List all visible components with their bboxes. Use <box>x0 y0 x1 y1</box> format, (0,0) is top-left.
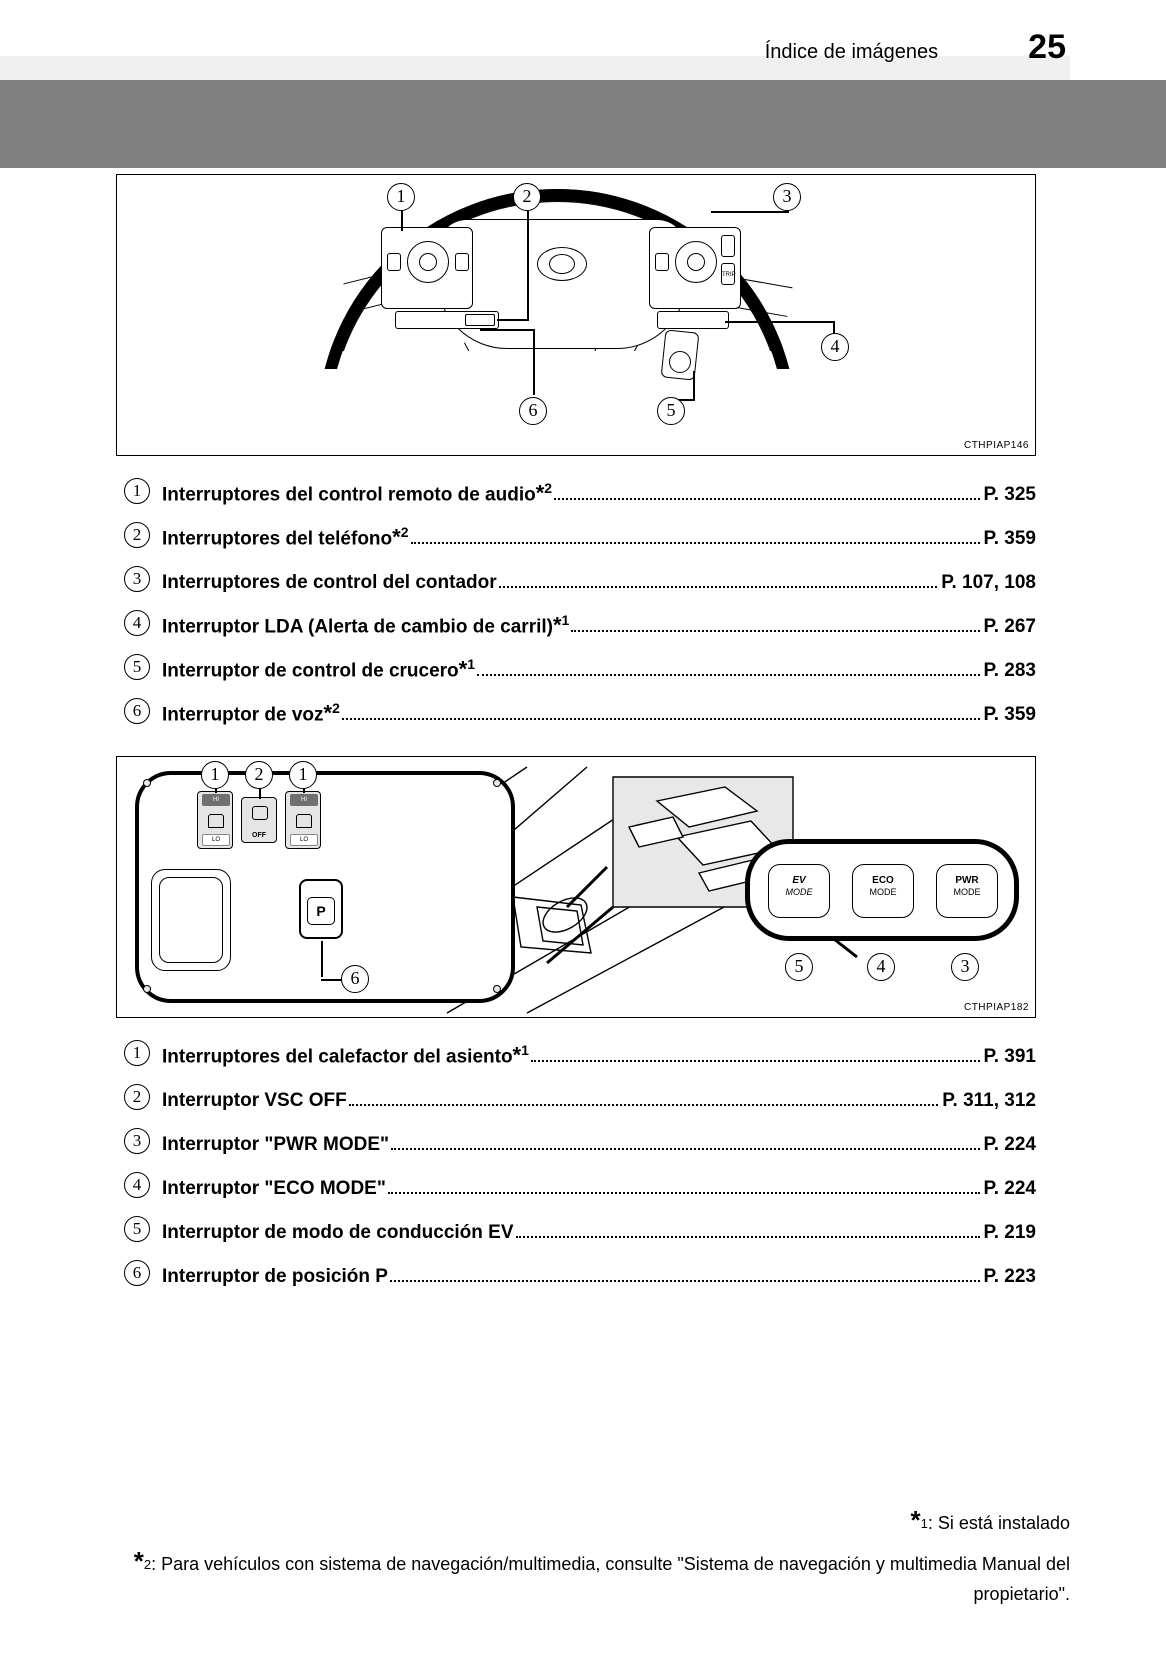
index-entry: 6 Interruptor de voz*2 P. 359 <box>116 690 1036 734</box>
page-header: Índice de imágenes 25 <box>765 28 1066 67</box>
footnote-2: *2: Para vehículos con sistema de navega… <box>90 1542 1070 1608</box>
vsc-off-icon <box>241 797 277 843</box>
footnote-1: *1: Si está instalado <box>90 1501 1070 1540</box>
entry-label: Interruptores del control remoto de audi… <box>162 480 552 506</box>
eco-mode-icon: ECOMODE <box>852 864 914 918</box>
index-entry: 5 Interruptor de control de crucero*1 P. 2… <box>116 646 1036 690</box>
mode-panel: EVMODE ECOMODE PWRMODE <box>745 839 1019 941</box>
leader-dots <box>531 1060 980 1062</box>
index-entry: 6 Interruptor de posición P P. 223 <box>116 1252 1036 1296</box>
entry-page: P. 359 <box>984 528 1036 550</box>
leader-dots <box>390 1280 980 1282</box>
entry-label: Interruptores de control del contador <box>162 572 497 594</box>
figure-center-console: P EVMODE ECOMODE PWRMODE 1 2 1 5 4 3 6 C… <box>116 756 1036 1018</box>
entry-number: 4 <box>124 610 150 636</box>
entry-number: 3 <box>124 1128 150 1154</box>
callout-1: 1 <box>387 183 415 211</box>
index-entry: 1 Interruptores del calefactor del asient… <box>116 1032 1036 1076</box>
callout2-4: 4 <box>867 953 895 981</box>
callout-4: 4 <box>821 333 849 361</box>
callout-3: 3 <box>773 183 801 211</box>
callout-6: 6 <box>519 397 547 425</box>
entry-label: Interruptor "PWR MODE" <box>162 1134 389 1156</box>
index-entry: 3 Interruptor "PWR MODE" P. 224 <box>116 1120 1036 1164</box>
entry-label: Interruptor de posición P <box>162 1266 388 1288</box>
entry-label: Interruptor VSC OFF <box>162 1090 347 1112</box>
entry-number: 1 <box>124 1040 150 1066</box>
entry-label: Interruptor de voz*2 <box>162 700 340 726</box>
index-entry: 4 Interruptor LDA (Alerta de cambio de ca… <box>116 602 1036 646</box>
footnotes: *1: Si está instalado *2: Para vehículos… <box>90 1501 1070 1608</box>
seat-heater-right-icon <box>285 791 321 849</box>
page-content: TRIP 1 2 3 4 5 6 CTHPIAP146 1Inter <box>116 174 1036 1318</box>
callout2-1a: 1 <box>201 761 229 789</box>
figure-steering-wheel: TRIP 1 2 3 4 5 6 CTHPIAP146 <box>116 174 1036 456</box>
entry-page: P. 223 <box>984 1266 1036 1288</box>
index-list-2: 1 Interruptores del calefactor del asient… <box>116 1032 1036 1296</box>
entry-page: P. 391 <box>984 1046 1036 1068</box>
entry-page: P. 219 <box>984 1222 1036 1244</box>
leader-dots <box>516 1236 980 1238</box>
index-entry: 4 Interruptor "ECO MODE" P. 224 <box>116 1164 1036 1208</box>
callout2-1b: 1 <box>289 761 317 789</box>
figure-id-1: CTHPIAP146 <box>964 440 1029 451</box>
entry-number: 2 <box>124 522 150 548</box>
entry-label: Interruptor "ECO MODE" <box>162 1178 386 1200</box>
leader-dots <box>499 586 938 588</box>
entry-label: Interruptores del teléfono*2 <box>162 524 409 550</box>
leader-dots <box>349 1104 939 1106</box>
entry-page: P. 224 <box>984 1178 1036 1200</box>
entry-page: P. 283 <box>984 660 1036 682</box>
callout2-3: 3 <box>951 953 979 981</box>
ev-mode-icon: EVMODE <box>768 864 830 918</box>
index-entry: 2 Interruptor VSC OFF P. 311, 312 <box>116 1076 1036 1120</box>
entry-page: P. 267 <box>984 616 1036 638</box>
entry-label: Interruptor de modo de conducción EV <box>162 1222 514 1244</box>
leader-dots <box>477 674 980 676</box>
figure-id-2: CTHPIAP182 <box>964 1002 1029 1013</box>
callout-2: 2 <box>513 183 541 211</box>
index-list-1: 1 Interruptores del control remoto de aud… <box>116 470 1036 734</box>
leader-dots <box>554 498 979 500</box>
page-number: 25 <box>1028 28 1066 67</box>
leader-dots <box>391 1148 980 1150</box>
entry-label: Interruptor de control de crucero*1 <box>162 656 475 682</box>
entry-number: 4 <box>124 1172 150 1198</box>
entry-number: 6 <box>124 698 150 724</box>
entry-page: P. 311, 312 <box>942 1090 1036 1112</box>
entry-number: 2 <box>124 1084 150 1110</box>
entry-number: 6 <box>124 1260 150 1286</box>
index-entry: 3 Interruptores de control del contador P.… <box>116 558 1036 602</box>
entry-page: P. 325 <box>984 484 1036 506</box>
leader-dots <box>342 718 980 720</box>
entry-page: P. 224 <box>984 1134 1036 1156</box>
entry-label: Interruptores del calefactor del asiento… <box>162 1042 529 1068</box>
leader-dots <box>388 1192 980 1194</box>
leader-dots <box>571 630 979 632</box>
seat-heater-left-icon <box>197 791 233 849</box>
callout-5: 5 <box>657 397 685 425</box>
entry-number: 5 <box>124 1216 150 1242</box>
index-entry: 5 Interruptor de modo de conducción EV P. … <box>116 1208 1036 1252</box>
entry-page: P. 107, 108 <box>941 572 1036 594</box>
entry-label: Interruptor LDA (Alerta de cambio de car… <box>162 612 569 638</box>
pwr-mode-icon: PWRMODE <box>936 864 998 918</box>
entry-number: 1 <box>124 478 150 504</box>
index-entry: 1 Interruptores del control remoto de aud… <box>116 470 1036 514</box>
leader-dots <box>411 542 980 544</box>
callout2-2: 2 <box>245 761 273 789</box>
entry-number: 3 <box>124 566 150 592</box>
callout2-5: 5 <box>785 953 813 981</box>
entry-number: 5 <box>124 654 150 680</box>
section-title: Índice de imágenes <box>765 41 938 64</box>
p-switch-label: P <box>307 897 335 925</box>
entry-page: P. 359 <box>984 704 1036 726</box>
index-entry: 2 Interruptores del teléfono*2 P. 359 <box>116 514 1036 558</box>
callout2-6: 6 <box>341 965 369 993</box>
header-gray-bar <box>0 80 1166 168</box>
